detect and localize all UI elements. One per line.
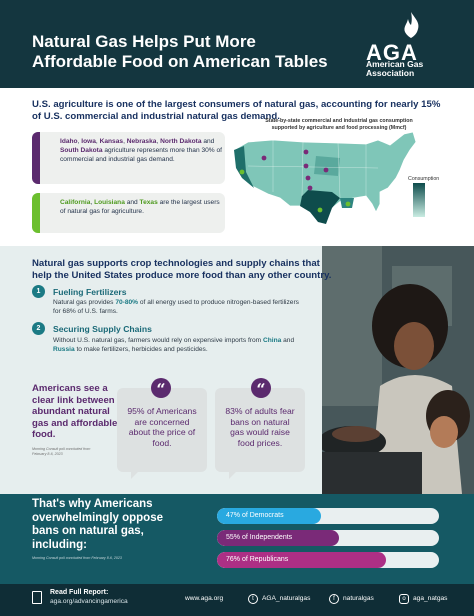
bar-fill: [217, 552, 386, 568]
card-accent-bar: [32, 132, 40, 184]
logo-name: American Gas Association: [366, 59, 424, 78]
states-card-largest: California, Louisiana and Texas are the …: [32, 193, 225, 233]
quote-box: [215, 388, 305, 479]
point-title-fertilizers: Fueling Fertilizers: [53, 287, 127, 297]
bar-fill: [217, 530, 340, 546]
twitter-icon: t: [248, 594, 258, 604]
intro-text: U.S. agriculture is one of the largest c…: [32, 99, 441, 122]
map-title: State-by-state commercial and industrial…: [265, 118, 413, 131]
quote-text: 83% of adults fear bans on natural gas w…: [225, 406, 295, 448]
middle-heading: Natural gas supports crop technologies a…: [32, 258, 332, 281]
opposition-bar-democrats: 47% of Democrats: [217, 508, 439, 524]
us-map-shape: [233, 131, 417, 225]
twitter-link[interactable]: AGA_naturalgas: [262, 595, 311, 602]
highlight-dots: [261, 149, 329, 191]
logo-abbr: AGA: [366, 40, 418, 65]
quote-box: [117, 388, 207, 479]
quote-icon: “: [251, 378, 271, 399]
states-card-midwest: Idaho, Iowa, Kansas, Nebraska, North Dak…: [32, 132, 225, 184]
bar-label: 55% of Independents: [226, 534, 293, 541]
instagram-link[interactable]: aga_natgas: [413, 595, 448, 602]
point-body-supply-chains: Without U.S. natural gas, farmers would …: [53, 337, 295, 353]
facebook-link[interactable]: naturalgas: [343, 595, 374, 602]
source-note: Morning Consult poll concluded from Febr…: [32, 447, 91, 456]
document-icon: [32, 591, 42, 604]
card-text: California, Louisiana and Texas are the …: [60, 199, 220, 215]
source-note: Morning Consult poll concluded from Febr…: [32, 556, 122, 560]
facebook-icon: f: [329, 594, 339, 604]
bar-label: 76% of Republicans: [226, 556, 289, 563]
opposition-bar-republicans: 76% of Republicans: [217, 552, 439, 568]
point-title-supply-chains: Securing Supply Chains: [53, 324, 152, 334]
header-banner: [0, 0, 474, 88]
bar-label: 47% of Democrats: [226, 512, 284, 519]
card-text: Idaho, Iowa, Kansas, Nebraska, North Dak…: [60, 138, 222, 163]
website-link[interactable]: www.aga.org: [185, 595, 224, 602]
bar-fill: [217, 508, 322, 524]
card-accent-bar: [32, 193, 40, 233]
map-legend-scale: [413, 183, 425, 217]
page-title: Natural Gas Helps Put More Affordable Fo…: [32, 32, 328, 71]
map-legend-title: Consumption: [408, 176, 440, 182]
family-cooking-photo: [322, 246, 474, 494]
us-consumption-map: State-by-state commercial and industrial…: [228, 112, 444, 238]
instagram-icon: o: [399, 594, 409, 604]
flame-icon: [404, 12, 419, 38]
report-link[interactable]: aga.org/advancingamerica: [50, 598, 128, 605]
bottom-heading: That's why Americans overwhelmingly oppo…: [32, 498, 163, 551]
link-heading: Americans see a clear link between abund…: [32, 383, 118, 440]
aga-logo: AGA American Gas Association: [360, 12, 450, 78]
quote-text: 95% of Americans are concerned about the…: [127, 406, 197, 448]
report-label: Read Full Report:: [50, 589, 109, 596]
quote-icon: “: [151, 378, 171, 399]
point-number-badge: 2: [32, 322, 45, 335]
point-number-badge: 1: [32, 285, 45, 298]
footer: [0, 584, 474, 616]
point-body-fertilizers: Natural gas provides 70-80% of all energ…: [53, 299, 299, 315]
opposition-bar-independents: 55% of Independents: [217, 530, 439, 546]
